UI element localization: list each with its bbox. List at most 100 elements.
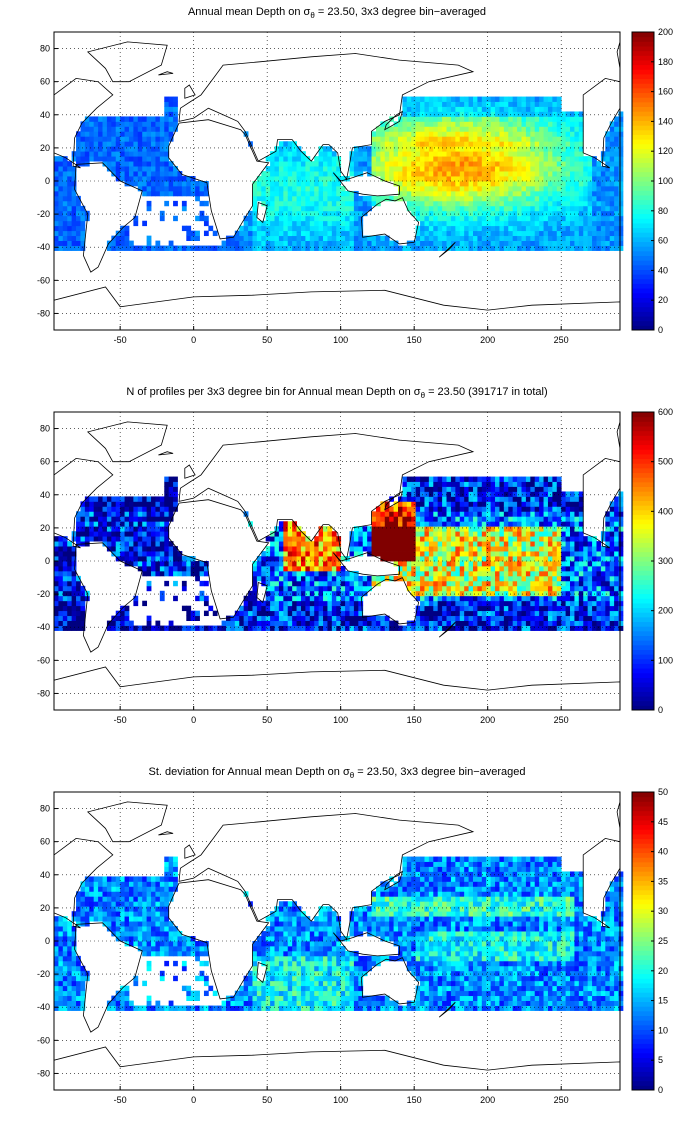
data-cell [252, 215, 258, 222]
colorbar-segment [632, 143, 654, 149]
data-cell [292, 585, 297, 592]
data-cell [186, 605, 192, 612]
data-cell [420, 595, 425, 602]
data-cell [468, 220, 474, 227]
data-cell [490, 171, 496, 177]
data-cell [517, 536, 522, 542]
data-cell [539, 556, 544, 562]
data-cell [402, 190, 408, 197]
data-cell [472, 101, 478, 107]
data-cell [93, 521, 99, 527]
data-cell [146, 556, 152, 562]
data-cell [565, 185, 571, 192]
data-cell [481, 220, 487, 227]
data-cell [437, 235, 443, 241]
data-cell [499, 181, 505, 187]
data-cell [159, 556, 165, 562]
data-cell [371, 531, 377, 537]
data-cell [459, 190, 465, 197]
data-cell [362, 156, 368, 162]
data-cell [367, 620, 372, 626]
data-cell [455, 101, 461, 107]
data-cell [186, 565, 192, 572]
data-cell [80, 501, 86, 507]
data-cell [411, 620, 417, 626]
data-cell [446, 531, 452, 537]
data-cell [62, 585, 68, 592]
data-cell [428, 481, 434, 487]
data-cell [406, 151, 412, 157]
data-cell [525, 245, 531, 251]
data-cell [137, 185, 143, 192]
data-cell [398, 190, 403, 197]
data-cell [270, 220, 275, 227]
data-cell [552, 516, 558, 522]
colorbar-tick-label: 80 [658, 206, 668, 216]
data-cell [420, 166, 425, 172]
data-cell [402, 570, 408, 577]
data-cell [420, 210, 425, 217]
data-cell [80, 235, 86, 241]
data-cell [58, 546, 64, 552]
data-cell [468, 190, 474, 197]
data-cell [93, 526, 99, 532]
data-cell [278, 176, 284, 182]
data-cell [499, 491, 505, 497]
data-cell [89, 156, 95, 162]
data-cell [331, 181, 337, 187]
data-cell [80, 531, 86, 537]
data-cell [464, 220, 469, 227]
data-cell [442, 481, 447, 487]
data-cell [261, 605, 267, 612]
data-cell [164, 570, 170, 577]
data-cell [300, 546, 306, 552]
data-cell [508, 101, 514, 107]
data-cell [93, 131, 99, 137]
data-cell [424, 546, 430, 552]
data-cell [331, 156, 337, 162]
data-cell [54, 225, 59, 232]
data-cell [137, 121, 143, 127]
data-cell [614, 205, 619, 212]
data-cell [517, 106, 522, 112]
coastline [168, 119, 270, 240]
data-cell [168, 166, 174, 172]
data-cell [459, 171, 465, 177]
data-cell [252, 190, 258, 197]
data-cell [358, 575, 364, 582]
data-cell [124, 131, 130, 137]
colorbar-segment [632, 171, 654, 177]
data-cell [521, 531, 527, 537]
data-cell [583, 225, 589, 232]
data-cell [398, 166, 403, 172]
data-cell [437, 501, 443, 507]
data-cell [481, 176, 487, 182]
data-cell [120, 235, 125, 241]
data-cell [490, 166, 496, 172]
data-cell [433, 491, 439, 497]
data-cell [539, 595, 544, 602]
data-cell [512, 156, 518, 162]
data-cell [543, 171, 549, 177]
data-cell [256, 610, 262, 617]
data-cell [583, 181, 589, 187]
data-cell [353, 146, 359, 152]
data-cell [570, 230, 575, 237]
data-cell [248, 590, 253, 597]
data-cell [437, 511, 443, 517]
data-cell [437, 136, 443, 142]
data-cell [539, 605, 544, 612]
data-cell [203, 220, 209, 227]
data-cell [102, 141, 108, 147]
data-cell [296, 536, 302, 542]
data-cell [618, 116, 624, 122]
data-cell [459, 230, 465, 237]
data-cell [274, 595, 280, 602]
data-cell [433, 151, 439, 157]
data-cell [499, 210, 505, 217]
data-cell [389, 245, 394, 251]
data-cell [398, 526, 403, 532]
data-cell [450, 141, 456, 147]
data-cell [415, 620, 421, 626]
data-cell [561, 141, 566, 147]
